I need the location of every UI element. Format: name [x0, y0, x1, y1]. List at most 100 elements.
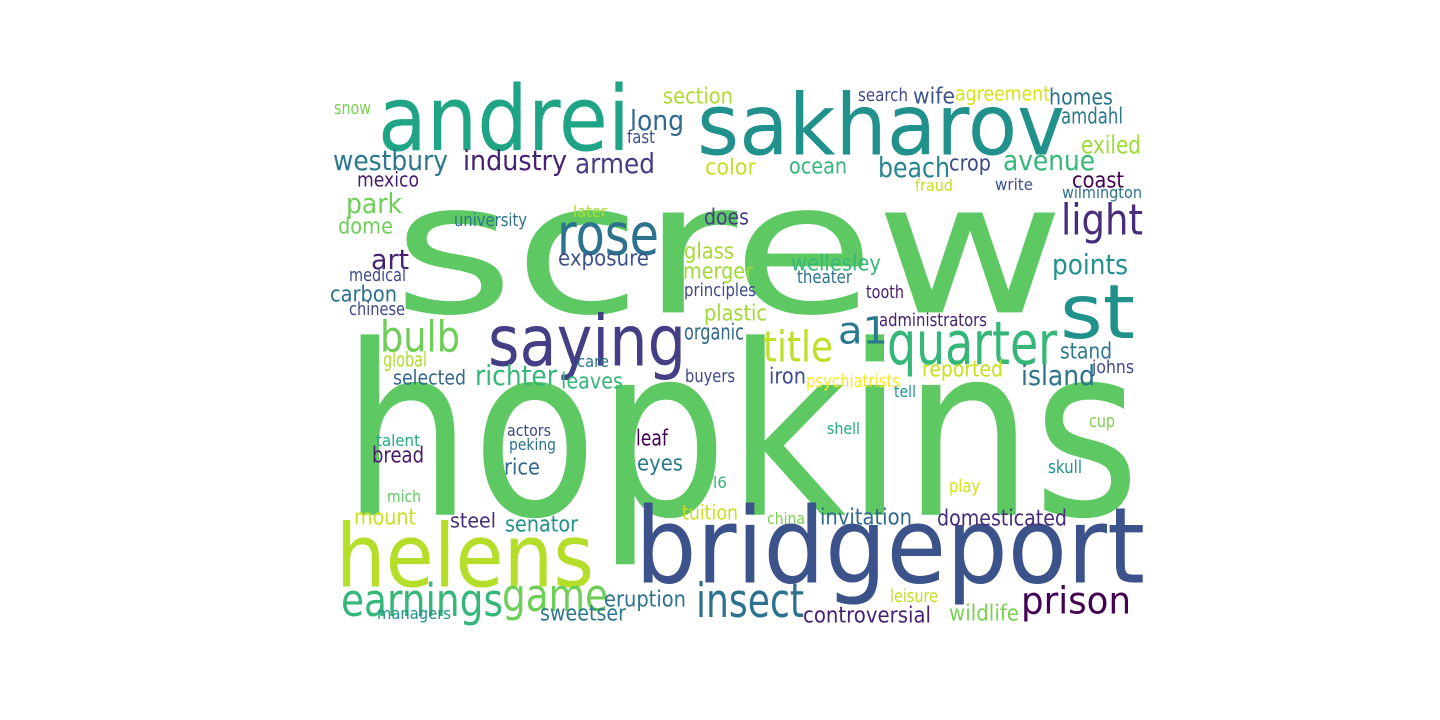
word-light: light	[1061, 196, 1143, 245]
word-section: section	[663, 84, 733, 110]
word-points: points	[1052, 249, 1128, 281]
word-senator: senator	[505, 512, 579, 538]
word-st: st	[1060, 268, 1135, 356]
word-exposure: exposure	[558, 246, 649, 272]
word-coast: coast	[1072, 168, 1124, 194]
word-beach: beach	[878, 152, 950, 184]
word-sweetser: sweetser	[540, 601, 627, 627]
word-ocean: ocean	[789, 154, 847, 180]
word-leaves: leaves	[561, 369, 623, 395]
word-andrei: andrei	[378, 67, 630, 172]
word-eruption: eruption	[604, 587, 686, 613]
word-university: university	[454, 211, 527, 231]
word-organic: organic	[684, 320, 744, 346]
word-iron: iron	[769, 364, 806, 390]
word-selected: selected	[393, 366, 466, 390]
word-domesticated: domesticated	[937, 506, 1067, 532]
word-crop: crop	[949, 151, 991, 177]
word-prison: prison	[1021, 579, 1131, 623]
word-search: search	[858, 86, 908, 106]
word-buyers: buyers	[685, 367, 735, 387]
word-earnings: earnings	[341, 574, 503, 627]
word-fraud: fraud	[915, 176, 953, 195]
word-rice: rice	[504, 455, 540, 481]
word-industry: industry	[463, 145, 567, 177]
word-art: art	[371, 244, 409, 276]
word-screw: screw	[393, 144, 1065, 356]
word-carbon: carbon	[330, 282, 397, 308]
word-armed: armed	[575, 148, 655, 180]
word-does: does	[704, 205, 749, 231]
word-westbury: westbury	[333, 145, 448, 177]
word-theater: theater	[797, 268, 853, 288]
word-agreement: agreement	[955, 82, 1050, 106]
word-long: long	[630, 105, 684, 137]
word-cup: cup	[1089, 412, 1115, 432]
word-quarter: quarter	[887, 309, 1057, 379]
word-a1: a1	[838, 309, 888, 353]
word-mexico: mexico	[357, 168, 419, 192]
word-peking: peking	[509, 435, 556, 454]
word-dome: dome	[338, 214, 393, 240]
word-mount: mount	[354, 505, 416, 531]
word-talent: talent	[376, 431, 420, 450]
word-richter: richter	[475, 360, 558, 392]
word-controversial: controversial	[803, 603, 931, 629]
word-wilmington: wilmington	[1062, 183, 1142, 202]
word-stand: stand	[1060, 339, 1112, 365]
word-bulb: bulb	[380, 313, 460, 362]
word-administrators: administrators	[879, 311, 987, 331]
word-sakharov: sakharov	[697, 77, 1065, 176]
word-glass: glass	[684, 239, 734, 265]
word-saying: saying	[488, 301, 686, 383]
word-chinese: chinese	[349, 300, 405, 320]
word-eyes: eyes	[637, 451, 683, 477]
word-medical: medical	[349, 266, 406, 286]
word-exiled: exiled	[1081, 130, 1141, 159]
word-managers: managers	[377, 604, 451, 623]
word-china: china	[767, 509, 805, 528]
word-tooth: tooth	[866, 283, 904, 303]
word-title: title	[763, 323, 833, 372]
word-avenue: avenue	[1003, 145, 1095, 177]
word-bread: bread	[372, 443, 424, 469]
word-color: color	[705, 155, 757, 181]
word-bridgeport: bridgeport	[635, 485, 1145, 607]
word-tuition: tuition	[682, 501, 738, 525]
word-actors: actors	[507, 421, 551, 440]
word-tell: tell	[894, 382, 916, 401]
word-leaf: leaf	[636, 426, 669, 452]
word-reported: reported	[922, 357, 1003, 383]
word-later: later	[573, 202, 607, 221]
word-merger: merger	[683, 259, 754, 285]
word-global: global	[383, 348, 427, 372]
word-snow: snow	[334, 99, 371, 119]
word-park: park	[346, 188, 402, 220]
word-psychiatrists: psychiatrists	[806, 372, 900, 392]
word-l6: l6	[713, 473, 727, 492]
word-mich: mich	[387, 487, 421, 506]
word-leisure: leisure	[890, 587, 938, 607]
word-plastic: plastic	[704, 301, 767, 327]
word-fast: fast	[627, 128, 655, 148]
word-steel: steel	[450, 509, 496, 533]
word-shell: shell	[827, 419, 860, 438]
word-insect: insect	[696, 574, 804, 629]
word-rose: rose	[557, 201, 659, 268]
word-game: game	[502, 569, 608, 622]
word-homes: homes	[1049, 85, 1113, 111]
word-island: island	[1021, 360, 1095, 392]
word-wellesley: wellesley	[791, 251, 881, 277]
word-johns: johns	[1091, 358, 1134, 378]
word-hopkins: hopkins	[342, 296, 1140, 572]
word-skull: skull	[1048, 458, 1082, 478]
word-helens: helens	[336, 505, 594, 607]
word-write: write	[995, 175, 1033, 194]
word-invitation: invitation	[820, 505, 912, 531]
word-wildlife: wildlife	[949, 601, 1019, 627]
word-play: play	[949, 477, 980, 497]
word-amdahl: amdahl	[1061, 104, 1123, 130]
word-principles: principles	[684, 281, 756, 301]
word-wife: wife	[913, 84, 955, 110]
